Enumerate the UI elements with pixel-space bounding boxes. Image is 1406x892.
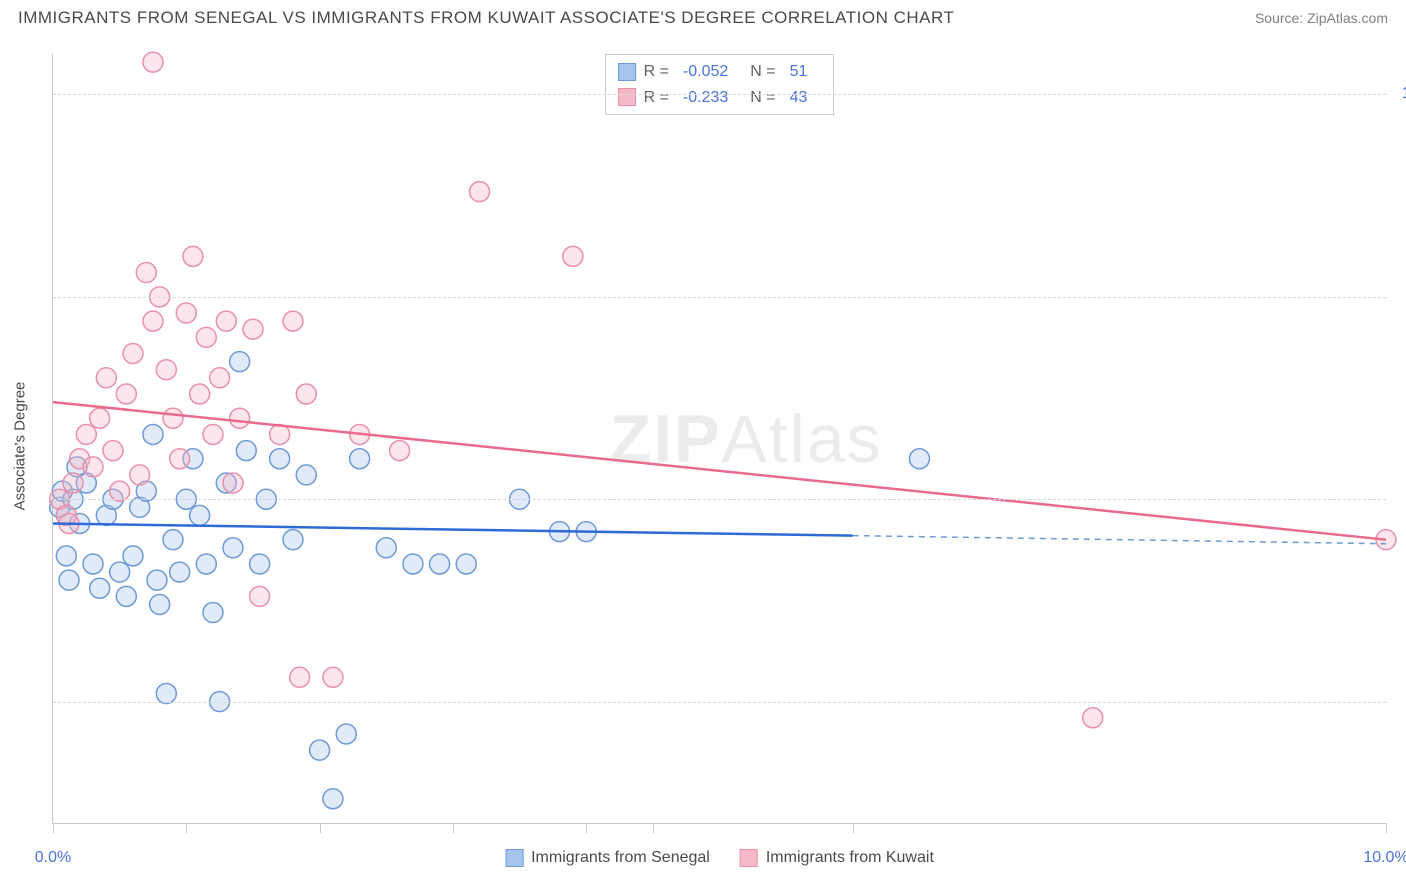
source-attribution: Source: ZipAtlas.com [1255, 10, 1388, 26]
x-tick-label: 0.0% [35, 849, 71, 867]
n-value-senegal: 51 [790, 59, 808, 85]
y-axis-label: Associate's Degree [12, 382, 29, 511]
y-tick-label: 50.0% [1396, 490, 1406, 508]
y-tick-label: 100.0% [1396, 85, 1406, 103]
r-label: R = [644, 85, 669, 111]
r-label: R = [644, 59, 669, 85]
legend-swatch-kuwait [618, 88, 636, 106]
legend-swatch-senegal [505, 849, 523, 867]
scatter-svg [53, 54, 1386, 823]
r-value-senegal: -0.052 [683, 59, 728, 85]
chart-title: IMMIGRANTS FROM SENEGAL VS IMMIGRANTS FR… [18, 8, 954, 28]
legend-item-kuwait: Immigrants from Kuwait [740, 849, 934, 867]
r-value-kuwait: -0.233 [683, 85, 728, 111]
x-tick-label: 10.0% [1363, 849, 1406, 867]
legend-item-senegal: Immigrants from Senegal [505, 849, 710, 867]
legend-label-kuwait: Immigrants from Kuwait [766, 849, 934, 867]
stats-row: R = -0.233 N = 43 [618, 85, 822, 111]
y-tick-label: 75.0% [1396, 288, 1406, 306]
stats-row: R = -0.052 N = 51 [618, 59, 822, 85]
n-value-kuwait: 43 [790, 85, 808, 111]
series-legend: Immigrants from Senegal Immigrants from … [505, 849, 934, 867]
legend-swatch-kuwait [740, 849, 758, 867]
stats-legend: R = -0.052 N = 51 R = -0.233 N = 43 [605, 54, 835, 115]
n-label: N = [750, 85, 775, 111]
n-label: N = [750, 59, 775, 85]
y-tick-label: 25.0% [1396, 693, 1406, 711]
legend-label-senegal: Immigrants from Senegal [531, 849, 710, 867]
chart-container: IMMIGRANTS FROM SENEGAL VS IMMIGRANTS FR… [0, 0, 1406, 892]
plot-area: ZIPAtlas R = -0.052 N = 51 R = -0.233 N … [52, 54, 1386, 824]
legend-swatch-senegal [618, 63, 636, 81]
header: IMMIGRANTS FROM SENEGAL VS IMMIGRANTS FR… [0, 0, 1406, 32]
